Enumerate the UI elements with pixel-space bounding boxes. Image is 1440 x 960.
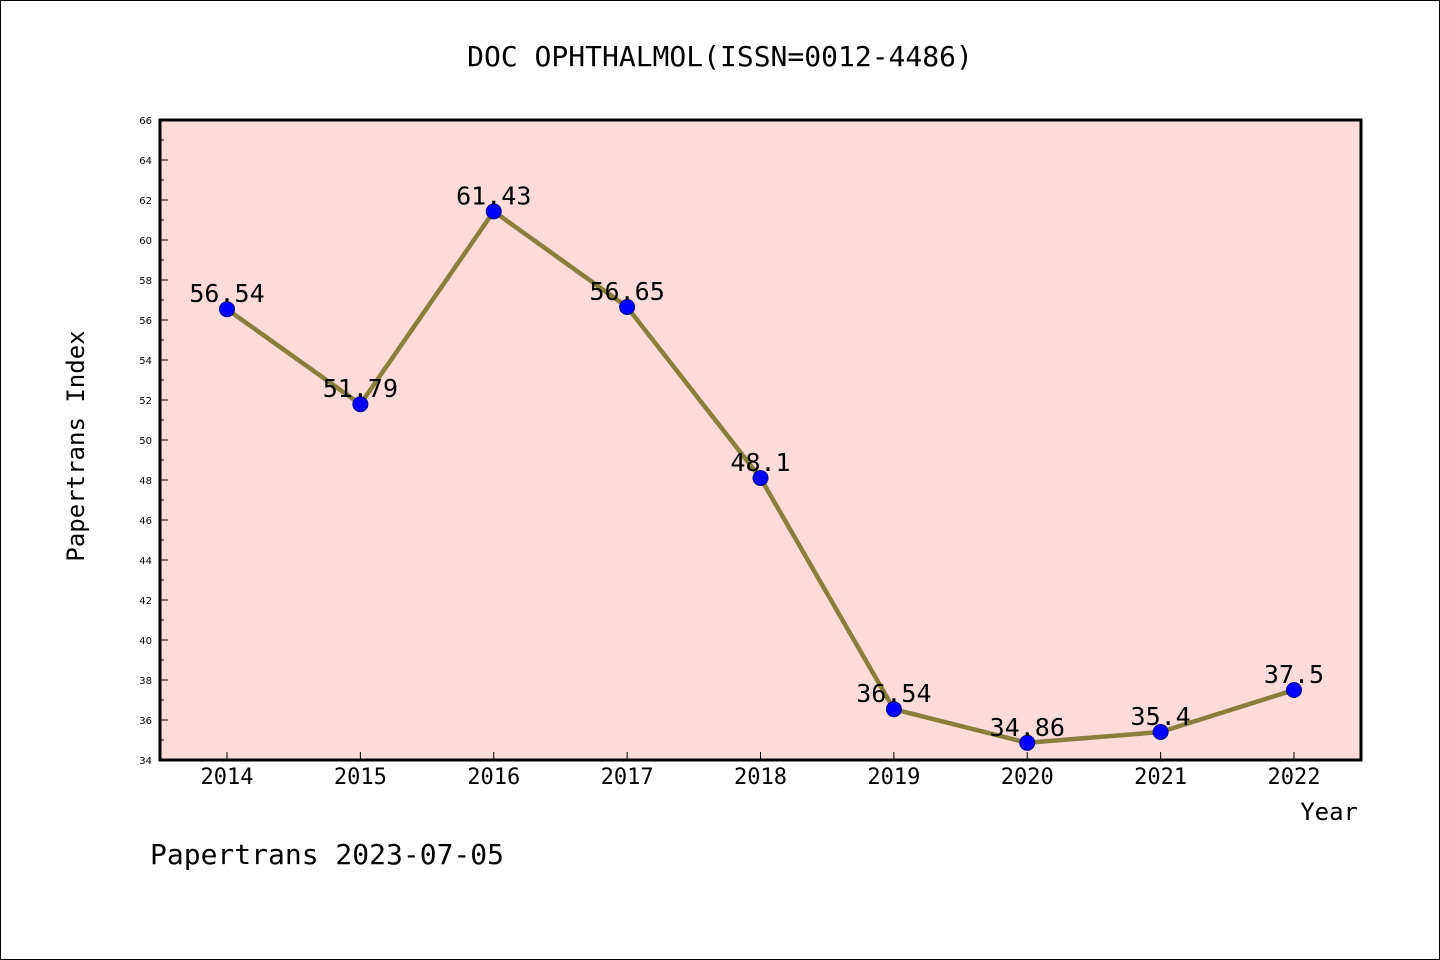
data-label: 37.5	[1264, 660, 1324, 689]
data-label: 48.1	[730, 448, 790, 477]
data-point	[1286, 682, 1302, 698]
data-point	[752, 470, 769, 486]
data-point	[485, 203, 502, 220]
y-tick-label: 54	[139, 356, 152, 367]
y-tick-label: 66	[139, 116, 152, 127]
y-tick-label: 50	[139, 436, 152, 447]
y-tick-label: 40	[139, 636, 152, 647]
data-point	[352, 396, 369, 413]
data-label: 56.65	[589, 277, 664, 306]
x-tick-label: 2019	[867, 765, 920, 790]
y-axis-label: Papertrans Index	[62, 330, 90, 561]
data-label: 36.54	[856, 679, 931, 708]
y-tick-label: 42	[139, 596, 152, 607]
y-tick-label: 38	[139, 676, 152, 687]
data-point	[885, 701, 902, 718]
plot-area	[158, 118, 1363, 762]
x-axis: 2014 2015 2016 2017 2018 2019 2020 2021 2022	[201, 752, 1321, 790]
data-series	[219, 203, 1302, 751]
y-axis: 34 36 38 40 42 44 46 48 50 52 54 56 58 60 62 64 66	[139, 116, 168, 767]
x-tick-label: 2022	[1268, 765, 1321, 790]
x-axis-label: Year	[1300, 798, 1358, 826]
y-tick-label: 52	[139, 396, 152, 407]
y-tick-label: 62	[139, 196, 152, 207]
x-tick-label: 2017	[601, 765, 654, 790]
chart-title: DOC OPHTHALMOL(ISSN=0012-4486)	[467, 40, 973, 73]
data-label: 56.54	[189, 279, 264, 308]
x-tick-label: 2014	[201, 765, 254, 790]
y-tick-label: 60	[139, 236, 152, 247]
x-tick-label: 2018	[734, 765, 787, 790]
y-tick-label: 36	[139, 716, 152, 727]
y-tick-label: 34	[139, 756, 152, 767]
data-label: 35.4	[1131, 702, 1191, 731]
x-tick-label: 2015	[334, 765, 387, 790]
data-point	[219, 301, 235, 318]
data-point	[1019, 734, 1036, 751]
y-tick-label: 64	[139, 156, 152, 167]
data-label: 51.79	[323, 374, 398, 403]
data-label: 34.86	[990, 713, 1065, 742]
y-tick-label: 46	[139, 516, 152, 527]
y-tick-label: 44	[139, 556, 152, 567]
data-label: 61.43	[456, 181, 531, 210]
y-tick-label: 58	[139, 276, 152, 287]
x-tick-label: 2020	[1001, 765, 1054, 790]
x-tick-label: 2021	[1134, 765, 1187, 790]
data-point	[619, 299, 636, 315]
footer-date: Papertrans 2023-07-05	[150, 838, 504, 871]
y-tick-label: 48	[139, 476, 152, 487]
x-tick-label: 2016	[467, 765, 520, 790]
y-tick-label: 56	[139, 316, 152, 327]
data-labels: 56.54 51.79 61.43 56.65 48.1 36.54 34.86 35.4 37…	[189, 181, 1324, 741]
data-point	[1152, 724, 1169, 740]
